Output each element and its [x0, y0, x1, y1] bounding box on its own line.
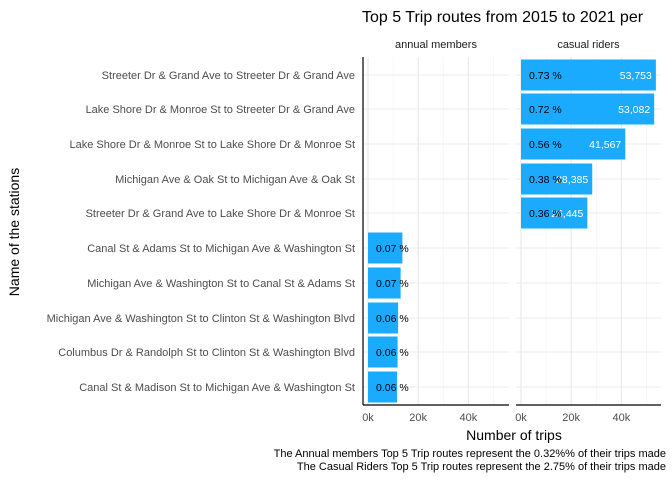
- x-tick-label: 0k: [515, 412, 527, 424]
- bar-percent-label: 0.38 %: [529, 174, 562, 186]
- caption-annual: The Annual members Top 5 Trip routes rep…: [274, 448, 666, 460]
- bar-value-label: 28,385: [556, 174, 588, 186]
- y-axis-label: Name of the stations: [6, 168, 22, 296]
- x-tick-label: 40k: [459, 412, 477, 424]
- bar: [368, 232, 403, 264]
- y-tick-label: Streeter Dr & Grand Ave to Streeter Dr &…: [102, 70, 355, 82]
- bar-percent-label: 0.72 %: [529, 104, 562, 116]
- x-tick-label: 0k: [362, 412, 374, 424]
- x-tick-label: 20k: [562, 412, 580, 424]
- y-tick-label: Streeter Dr & Grand Ave to Lake Shore Dr…: [86, 208, 355, 220]
- bar-value-label: 53,082: [618, 104, 650, 116]
- bar-percent-label: 0.36 %: [529, 208, 562, 220]
- y-tick-label: Michigan Ave & Washington St to Clinton …: [47, 313, 355, 325]
- bar: [368, 336, 398, 368]
- bar-percent-label: 0.56 %: [529, 139, 562, 151]
- bar: [368, 371, 398, 403]
- y-tick-label: Michigan Ave & Washington St to Canal St…: [87, 278, 355, 290]
- y-tick-label: Lake Shore Dr & Monroe St to Lake Shore …: [69, 139, 355, 151]
- bar-value-label: 26,445: [551, 208, 583, 220]
- bar-percent-label: 0.06 %: [376, 382, 409, 394]
- facet-label: annual members: [395, 39, 477, 51]
- bar: [521, 128, 626, 160]
- bar: [521, 197, 588, 229]
- bar: [521, 163, 593, 195]
- x-axis-label: Number of trips: [466, 427, 562, 443]
- facet-panel-annual-members: annual members 0.07 % 0.07 % 0.06 % 0.06 % 0.…: [362, 39, 509, 424]
- bar-value-label: 53,753: [620, 70, 652, 82]
- bar-percent-label: 0.07 %: [376, 278, 409, 290]
- x-tick-label: 40k: [612, 412, 630, 424]
- bar-percent-label: 0.07 %: [376, 243, 409, 255]
- caption-casual: The Casual Riders Top 5 Trip routes repr…: [297, 461, 666, 473]
- chart-title: Top 5 Trip routes from 2015 to 2021 per: [362, 9, 644, 26]
- y-tick-label: Canal St & Madison St to Michigan Ave & …: [79, 382, 355, 394]
- bar: [368, 302, 399, 334]
- bar: [368, 267, 401, 299]
- y-tick-label: Michigan Ave & Oak St to Michigan Ave & …: [115, 174, 355, 186]
- bar-percent-label: 0.06 %: [376, 313, 409, 325]
- bar: [521, 59, 656, 91]
- bar: [521, 93, 655, 125]
- x-tick-label: 20k: [409, 412, 427, 424]
- y-tick-label: Lake Shore Dr & Monroe St to Streeter Dr…: [86, 104, 355, 116]
- bar-value-label: 41,567: [589, 139, 621, 151]
- bar-percent-label: 0.06 %: [376, 347, 409, 359]
- facet-label: casual riders: [557, 39, 620, 51]
- bar-percent-label: 0.73 %: [529, 70, 562, 82]
- y-tick-label: Columbus Dr & Randolph St to Clinton St …: [58, 347, 355, 359]
- facet-panel-casual-riders: casual riders 53,753 53,082 41,567 28,385 26,…: [515, 39, 661, 424]
- y-tick-label: Canal St & Adams St to Michigan Ave & Wa…: [87, 243, 355, 255]
